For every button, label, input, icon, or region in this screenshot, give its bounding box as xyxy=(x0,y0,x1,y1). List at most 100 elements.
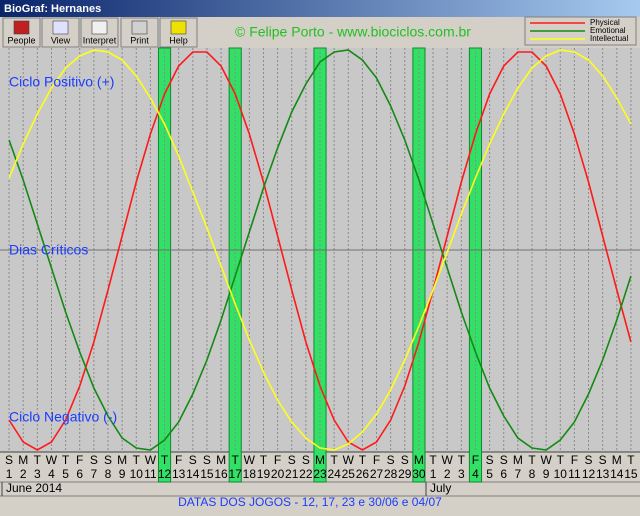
button-icon[interactable] xyxy=(91,20,108,35)
day-label: 17 xyxy=(229,467,243,481)
window-title: BioGraf: Hernanes xyxy=(4,3,101,15)
day-label: 12 xyxy=(582,467,596,481)
weekday-label: W xyxy=(145,453,157,467)
day-label: 10 xyxy=(130,467,144,481)
day-label: 12 xyxy=(158,467,172,481)
weekday-label: T xyxy=(458,453,466,467)
weekday-label: S xyxy=(401,453,409,467)
annotation: Dias Críticos xyxy=(9,242,88,258)
weekday-label: T xyxy=(133,453,141,467)
weekday-label: T xyxy=(627,453,635,467)
weekday-label: S xyxy=(90,453,98,467)
button-label[interactable]: Help xyxy=(169,35,188,45)
day-label: 10 xyxy=(554,467,568,481)
weekday-label: T xyxy=(161,453,169,467)
button-label[interactable]: View xyxy=(51,35,71,45)
toolbar-button[interactable]: Interpret xyxy=(80,17,119,48)
weekday-label: S xyxy=(486,453,494,467)
toolbar-button[interactable]: View xyxy=(41,17,80,48)
month-label: July xyxy=(430,481,451,495)
month-label: June 2014 xyxy=(6,481,62,495)
day-label: 2 xyxy=(20,467,27,481)
weekday-label: T xyxy=(330,453,338,467)
day-label: 3 xyxy=(34,467,41,481)
legend-label: Emotional xyxy=(590,26,626,35)
day-label: 30 xyxy=(412,467,426,481)
weekday-label: S xyxy=(302,453,310,467)
weekday-label: S xyxy=(104,453,112,467)
day-label: 9 xyxy=(543,467,550,481)
weekday-label: W xyxy=(442,453,454,467)
weekday-label: M xyxy=(612,453,622,467)
button-icon[interactable] xyxy=(170,20,187,35)
weekday-label: S xyxy=(387,453,395,467)
annotation: Ciclo Positivo (+) xyxy=(9,74,114,90)
cycle-line xyxy=(8,49,632,451)
weekday-label: F xyxy=(274,453,281,467)
weekday-label: W xyxy=(540,453,552,467)
day-label: 14 xyxy=(610,467,624,481)
cycle-line xyxy=(8,51,632,451)
weekday-label: T xyxy=(429,453,437,467)
weekday-label: S xyxy=(500,453,508,467)
day-label: 8 xyxy=(105,467,112,481)
toolbar-button[interactable]: Print xyxy=(120,17,159,48)
button-label[interactable]: Interpret xyxy=(83,35,117,45)
day-label: 14 xyxy=(186,467,200,481)
button-icon[interactable] xyxy=(131,20,148,35)
day-label: 4 xyxy=(48,467,55,481)
legend-label: Physical xyxy=(590,18,620,27)
weekday-label: F xyxy=(175,453,182,467)
cycle-line xyxy=(8,49,632,451)
toolbar-button[interactable]: Help xyxy=(159,17,198,48)
day-label: 9 xyxy=(119,467,126,481)
weekday-label: M xyxy=(18,453,28,467)
weekday-label: M xyxy=(315,453,325,467)
day-label: 7 xyxy=(515,467,522,481)
day-label: 6 xyxy=(76,467,83,481)
day-label: 18 xyxy=(243,467,257,481)
day-label: 7 xyxy=(91,467,98,481)
weekday-label: W xyxy=(46,453,58,467)
weekday-label: F xyxy=(472,453,479,467)
day-label: 6 xyxy=(500,467,507,481)
day-label: 11 xyxy=(568,467,581,481)
title-bar xyxy=(0,0,640,17)
button-icon[interactable] xyxy=(52,20,69,35)
weekday-label: W xyxy=(244,453,256,467)
day-label: 25 xyxy=(342,467,356,481)
day-label: 1 xyxy=(430,467,437,481)
day-label: 15 xyxy=(200,467,214,481)
weekday-label: T xyxy=(260,453,268,467)
weekday-label: F xyxy=(571,453,578,467)
day-label: 8 xyxy=(529,467,536,481)
day-label: 13 xyxy=(596,467,610,481)
weekday-label: T xyxy=(557,453,565,467)
day-label: 29 xyxy=(398,467,412,481)
footer: DATAS DOS JOGOS - 12, 17, 23 e 30/06 e 0… xyxy=(178,495,442,509)
day-label: 23 xyxy=(313,467,327,481)
day-label: 26 xyxy=(356,467,370,481)
day-label: 1 xyxy=(6,467,13,481)
button-label[interactable]: Print xyxy=(130,35,149,45)
weekday-label: S xyxy=(599,453,607,467)
toolbar-button[interactable]: People xyxy=(2,17,41,48)
weekday-label: T xyxy=(34,453,42,467)
day-label: 4 xyxy=(472,467,479,481)
day-label: 24 xyxy=(327,467,341,481)
day-label: 5 xyxy=(486,467,493,481)
weekday-label: M xyxy=(216,453,226,467)
day-label: 3 xyxy=(458,467,465,481)
day-label: 27 xyxy=(370,467,384,481)
day-label: 19 xyxy=(257,467,271,481)
day-label: 28 xyxy=(384,467,398,481)
weekday-label: T xyxy=(359,453,367,467)
weekday-label: S xyxy=(189,453,197,467)
weekday-label: W xyxy=(343,453,355,467)
day-label: 13 xyxy=(172,467,186,481)
weekday-label: T xyxy=(232,453,240,467)
button-label[interactable]: People xyxy=(7,35,35,45)
button-icon[interactable] xyxy=(13,20,30,35)
